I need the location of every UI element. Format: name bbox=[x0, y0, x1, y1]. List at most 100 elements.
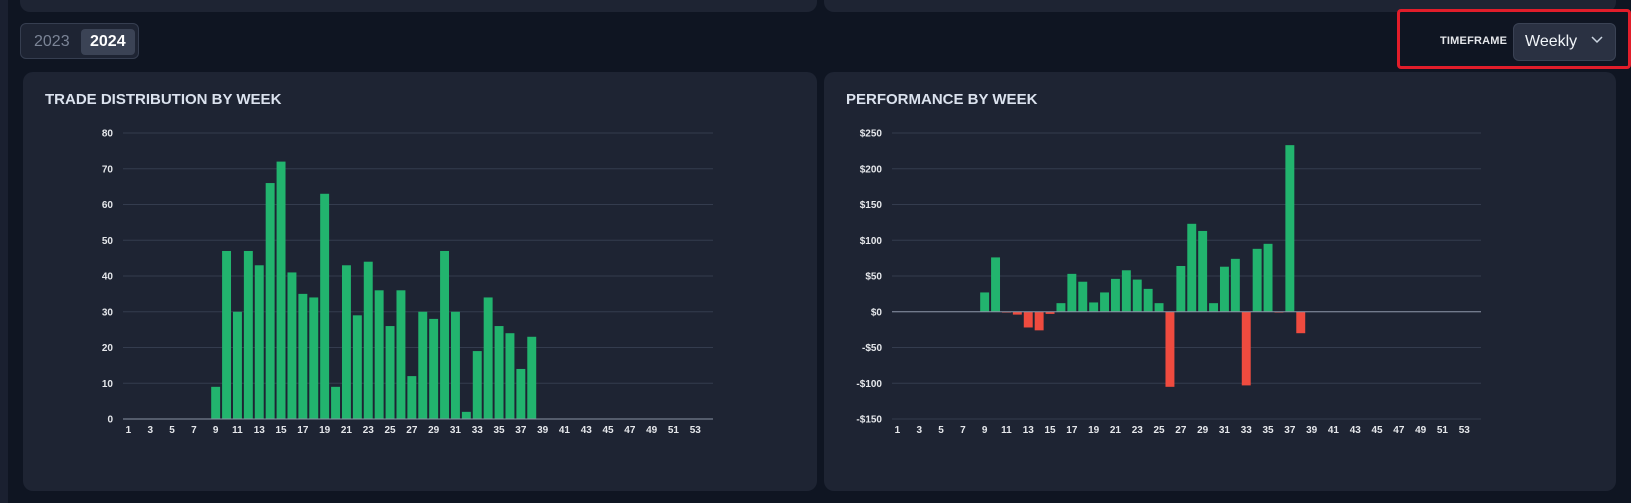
x-tick-label: 29 bbox=[1197, 425, 1209, 436]
y-tick-label: $0 bbox=[871, 307, 883, 318]
y-tick-label: 60 bbox=[102, 200, 114, 211]
bar-week-10 bbox=[222, 250, 232, 419]
y-tick-label: 0 bbox=[107, 415, 113, 426]
bar-week-35 bbox=[1263, 243, 1273, 312]
bar-week-20 bbox=[1100, 292, 1110, 312]
x-tick-label: 41 bbox=[559, 425, 571, 436]
bar-week-38 bbox=[1296, 311, 1306, 334]
year-button-2023[interactable]: 2023 bbox=[34, 33, 70, 50]
bar-week-34 bbox=[483, 297, 493, 419]
x-tick-label: 29 bbox=[428, 425, 440, 436]
bar-week-9 bbox=[211, 386, 221, 419]
bar-week-32 bbox=[461, 411, 471, 419]
y-tick-label: -$50 bbox=[862, 343, 882, 354]
bar-week-12 bbox=[243, 250, 253, 419]
bar-week-36 bbox=[505, 333, 515, 419]
bar-week-18 bbox=[1078, 281, 1088, 312]
x-tick-label: 49 bbox=[646, 425, 658, 436]
x-tick-label: 35 bbox=[1262, 425, 1274, 436]
bar-week-28 bbox=[418, 311, 428, 419]
x-tick-label: 9 bbox=[982, 425, 988, 436]
bar-week-35 bbox=[494, 326, 504, 419]
x-tick-label: 45 bbox=[602, 425, 614, 436]
trade-distribution-title: TRADE DISTRIBUTION BY WEEK bbox=[45, 91, 282, 108]
bar-week-24 bbox=[374, 290, 384, 419]
x-tick-label: 27 bbox=[406, 425, 418, 436]
year-button-2024[interactable]: 2024 bbox=[81, 29, 135, 55]
bar-week-20 bbox=[331, 386, 341, 419]
x-tick-label: 43 bbox=[1350, 425, 1362, 436]
x-tick-label: 1 bbox=[126, 425, 132, 436]
y-tick-label: $100 bbox=[860, 236, 883, 247]
x-tick-label: 33 bbox=[1241, 425, 1253, 436]
x-tick-label: 3 bbox=[147, 425, 153, 436]
left-edge bbox=[0, 0, 8, 503]
x-tick-label: 31 bbox=[450, 425, 462, 436]
y-tick-label: 10 bbox=[102, 379, 114, 390]
x-tick-label: 51 bbox=[668, 425, 680, 436]
x-tick-label: 43 bbox=[581, 425, 593, 436]
bar-week-33 bbox=[1241, 311, 1251, 386]
x-tick-label: 23 bbox=[363, 425, 375, 436]
x-tick-label: 53 bbox=[690, 425, 702, 436]
y-tick-label: $200 bbox=[860, 164, 883, 175]
bar-week-30 bbox=[440, 250, 450, 419]
x-tick-label: 7 bbox=[960, 425, 966, 436]
timeframe-value: Weekly bbox=[1525, 33, 1578, 50]
y-tick-label: 50 bbox=[102, 236, 114, 247]
bar-week-27 bbox=[407, 376, 417, 419]
bar-week-23 bbox=[1132, 279, 1142, 312]
x-tick-label: 19 bbox=[319, 425, 331, 436]
x-tick-label: 27 bbox=[1175, 425, 1187, 436]
chevron-down-icon bbox=[1591, 36, 1603, 44]
x-tick-label: 53 bbox=[1459, 425, 1471, 436]
x-tick-label: 25 bbox=[384, 425, 396, 436]
bar-week-33 bbox=[472, 351, 482, 419]
bar-week-21 bbox=[1110, 278, 1120, 312]
x-tick-label: 39 bbox=[537, 425, 549, 436]
bar-week-38 bbox=[527, 336, 537, 419]
x-tick-label: 11 bbox=[232, 425, 243, 436]
x-tick-label: 47 bbox=[624, 425, 636, 436]
bar-week-31 bbox=[450, 311, 460, 419]
y-tick-label: $50 bbox=[865, 272, 882, 283]
x-tick-label: 15 bbox=[1044, 425, 1056, 436]
x-tick-label: 13 bbox=[254, 425, 266, 436]
bar-week-10 bbox=[991, 257, 1001, 312]
bar-week-22 bbox=[1121, 270, 1131, 312]
x-tick-label: 37 bbox=[1284, 425, 1296, 436]
bar-week-15 bbox=[1045, 311, 1055, 314]
x-tick-label: 45 bbox=[1371, 425, 1383, 436]
trade-distribution-card: TRADE DISTRIBUTION BY WEEK 0 10 20 30 40 50 60… bbox=[23, 72, 817, 491]
y-tick-label: $250 bbox=[860, 129, 883, 140]
bar-week-13 bbox=[254, 265, 264, 419]
bar-week-37 bbox=[1285, 145, 1295, 312]
timeframe-select[interactable]: Weekly bbox=[1513, 23, 1616, 61]
x-tick-label: 37 bbox=[515, 425, 527, 436]
x-tick-label: 5 bbox=[169, 425, 175, 436]
bar-week-13 bbox=[1023, 311, 1033, 328]
y-tick-label: $150 bbox=[860, 200, 883, 211]
y-tick-label: 80 bbox=[102, 129, 114, 140]
bar-week-24 bbox=[1143, 288, 1153, 312]
x-tick-label: 13 bbox=[1023, 425, 1035, 436]
y-tick-label: 70 bbox=[102, 164, 114, 175]
bar-week-9 bbox=[980, 292, 990, 312]
bar-week-14 bbox=[265, 183, 275, 419]
x-tick-label: 19 bbox=[1088, 425, 1100, 436]
x-tick-label: 11 bbox=[1001, 425, 1012, 436]
x-tick-label: 49 bbox=[1415, 425, 1427, 436]
timeframe-highlight-box bbox=[1397, 9, 1631, 69]
x-tick-label: 7 bbox=[191, 425, 197, 436]
performance-card: PERFORMANCE BY WEEK -$150 -$100 -$50 $0 $50 $… bbox=[824, 72, 1616, 491]
y-tick-label: 20 bbox=[102, 343, 114, 354]
y-tick-label: 30 bbox=[102, 307, 114, 318]
y-tick-label: -$100 bbox=[856, 379, 882, 390]
bar-week-18 bbox=[309, 297, 319, 419]
bar-week-29 bbox=[429, 318, 439, 419]
timeframe-label: TIMEFRAME bbox=[1440, 35, 1508, 47]
bar-week-21 bbox=[341, 265, 351, 419]
x-tick-label: 39 bbox=[1306, 425, 1318, 436]
bar-week-16 bbox=[1056, 303, 1066, 312]
